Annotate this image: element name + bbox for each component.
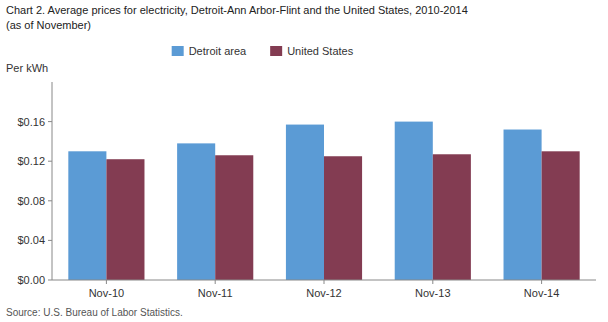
y-tick-label: $0.08 bbox=[17, 195, 45, 207]
bar bbox=[68, 151, 106, 280]
bar bbox=[106, 159, 144, 280]
y-tick-label: $0.16 bbox=[17, 116, 45, 128]
bars bbox=[68, 122, 579, 280]
y-tick bbox=[48, 161, 52, 162]
bar bbox=[504, 130, 542, 280]
bar bbox=[215, 155, 253, 280]
legend-swatch bbox=[270, 46, 282, 56]
legend-swatch bbox=[172, 46, 184, 56]
source-note: Source: U.S. Bureau of Labor Statistics. bbox=[6, 307, 183, 318]
y-tick-label: $0.00 bbox=[17, 274, 45, 286]
legend-label: Detroit area bbox=[189, 45, 247, 57]
y-tick bbox=[48, 200, 52, 201]
chart: Chart 2. Average prices for electricity,… bbox=[0, 0, 608, 322]
x-tick-label: Nov-12 bbox=[306, 287, 341, 299]
x-tick bbox=[432, 280, 433, 284]
x-tick-label: Nov-13 bbox=[415, 287, 450, 299]
x-tick bbox=[106, 280, 107, 284]
y-tick-label: $0.12 bbox=[17, 155, 45, 167]
y-axis-line bbox=[52, 82, 53, 280]
bar bbox=[395, 122, 433, 280]
y-tick bbox=[48, 280, 52, 281]
y-axis-label: Per kWh bbox=[6, 62, 48, 74]
bar bbox=[542, 151, 580, 280]
x-tick bbox=[215, 280, 216, 284]
x-tick-label: Nov-10 bbox=[89, 287, 124, 299]
legend: Detroit area United States bbox=[172, 45, 354, 57]
legend-label: United States bbox=[287, 45, 354, 57]
bar bbox=[177, 143, 215, 280]
title: Chart 2. Average prices for electricity,… bbox=[6, 4, 468, 16]
x-tick-label: Nov-14 bbox=[524, 287, 559, 299]
y-tick-label: $0.04 bbox=[17, 234, 45, 246]
x-tick bbox=[324, 280, 325, 284]
bar bbox=[433, 154, 471, 280]
y-tick bbox=[48, 121, 52, 122]
y-tick bbox=[48, 240, 52, 241]
bar bbox=[324, 156, 362, 280]
x-tick bbox=[541, 280, 542, 284]
x-tick-label: Nov-11 bbox=[198, 287, 233, 299]
subtitle: (as of November) bbox=[6, 19, 91, 31]
bar bbox=[286, 125, 324, 280]
